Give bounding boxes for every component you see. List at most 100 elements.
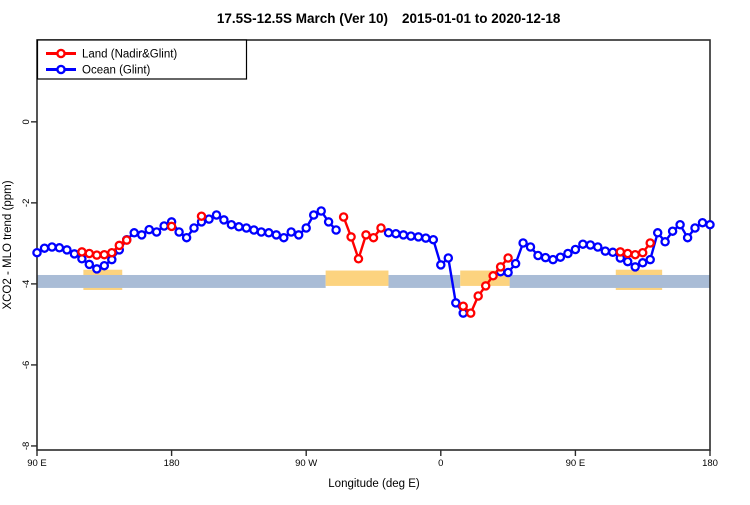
x-tick-label: 90 E (566, 458, 586, 469)
data-point-marker (107, 247, 117, 258)
data-point-marker (391, 228, 401, 239)
data-point-marker (62, 245, 72, 255)
legend-label-ocean: Ocean (Glint) (82, 65, 151, 77)
data-point-marker (129, 228, 139, 238)
data-point-marker (630, 249, 640, 260)
data-point-marker (121, 235, 132, 245)
y-tick-label: 0 (21, 119, 32, 124)
data-point-marker (608, 247, 618, 258)
data-point-marker (630, 262, 640, 272)
chart-title-left: 17.5S-12.5S March (Ver 10) (217, 11, 388, 26)
legend-label-land: Land (Nadir&Glint) (82, 49, 177, 61)
data-point-marker (293, 230, 304, 240)
data-point-marker (436, 260, 446, 270)
data-point-marker (69, 249, 80, 259)
data-point-marker (279, 232, 289, 243)
data-point-marker (428, 234, 439, 245)
data-point-marker (271, 230, 282, 240)
y-axis: 0 -2 -4 -6 -8 (21, 119, 37, 450)
data-point-marker (84, 248, 95, 259)
data-point-marker (458, 301, 468, 311)
legend (36, 39, 248, 80)
data-point-marker (99, 249, 110, 260)
y-axis-title: XCO2 - MLO trend (ppm) (2, 180, 14, 309)
data-point-marker (219, 215, 229, 225)
legend-sample-marker (56, 48, 66, 59)
data-point-marker (525, 242, 536, 252)
data-point-marker (645, 254, 655, 265)
data-point-marker (84, 259, 95, 270)
x-tick-label: 90 E (27, 458, 47, 469)
data-point-marker (660, 237, 670, 247)
data-point-marker (503, 253, 513, 263)
data-point-marker (667, 226, 678, 236)
data-point-marker (234, 222, 244, 232)
data-point-marker (675, 219, 685, 230)
data-point-marker (548, 254, 558, 265)
y-tick-label: -6 (21, 361, 32, 369)
data-point-marker (578, 239, 588, 249)
data-point-marker (697, 217, 708, 228)
data-point-marker (622, 248, 633, 259)
data-point-marker (593, 242, 603, 252)
data-point-marker (308, 210, 319, 220)
chart-title-right: 2015-01-01 to 2020-12-18 (402, 11, 561, 26)
y-tick-label: -2 (21, 199, 32, 207)
data-point-marker (510, 258, 521, 269)
data-point-marker (622, 256, 633, 267)
data-point-marker (705, 219, 715, 230)
data-point-marker (682, 232, 693, 243)
data-point-marker (421, 233, 431, 243)
data-point-marker (77, 247, 87, 257)
data-point-marker (159, 221, 169, 231)
data-point-marker (465, 308, 476, 318)
data-point-marker (114, 240, 125, 251)
data-point-marker (645, 238, 655, 248)
x-tick-label: 180 (164, 458, 180, 469)
data-point-marker (398, 230, 409, 240)
x-axis: 90 E 180 90 W 0 90 E 180 (27, 450, 718, 469)
data-point-marker (368, 232, 379, 243)
data-point-marker (338, 212, 349, 222)
data-point-marker (99, 260, 110, 271)
data-point-marker (443, 253, 454, 263)
data-point-marker (637, 247, 648, 258)
data-point-marker (249, 225, 259, 235)
data-point-marker (196, 211, 207, 221)
y-tick-label: -8 (21, 442, 32, 450)
data-point-marker (503, 267, 513, 278)
data-point-marker (47, 242, 57, 252)
data-point-marker (495, 262, 506, 272)
ocean-reference-band-segment (37, 274, 326, 288)
data-point-marker (383, 228, 394, 238)
data-point-marker (555, 252, 566, 262)
data-point-marker (189, 223, 199, 233)
data-point-marker (151, 227, 162, 237)
data-point-marker (353, 254, 364, 264)
data-point-marker (488, 271, 498, 281)
data-point-marker (473, 291, 483, 301)
ocean-reference-band (37, 274, 710, 288)
land-series (77, 211, 655, 318)
data-point-marker (451, 298, 461, 308)
land-highlight-band-front-segment (325, 270, 389, 286)
data-point-marker (600, 246, 611, 256)
plot-border (36, 39, 711, 451)
data-point-marker (563, 248, 573, 259)
data-point-marker (376, 223, 386, 233)
legend-sample-marker (56, 64, 66, 75)
data-point-marker (652, 228, 663, 238)
data-point-marker (241, 223, 252, 233)
ocean-series (32, 206, 715, 318)
data-point-marker (54, 243, 65, 253)
data-point-marker (92, 264, 102, 274)
data-point-marker (144, 224, 154, 235)
plot-generated-layers: 90 E 180 90 W 0 90 E 180 0 -2 -4 -6 -8 (21, 39, 718, 469)
data-point-marker (264, 228, 274, 238)
data-point-marker (518, 238, 528, 248)
x-tick-label: 0 (438, 458, 443, 469)
data-point-marker (533, 250, 543, 261)
data-point-marker (413, 232, 424, 242)
x-tick-label: 180 (702, 458, 718, 469)
